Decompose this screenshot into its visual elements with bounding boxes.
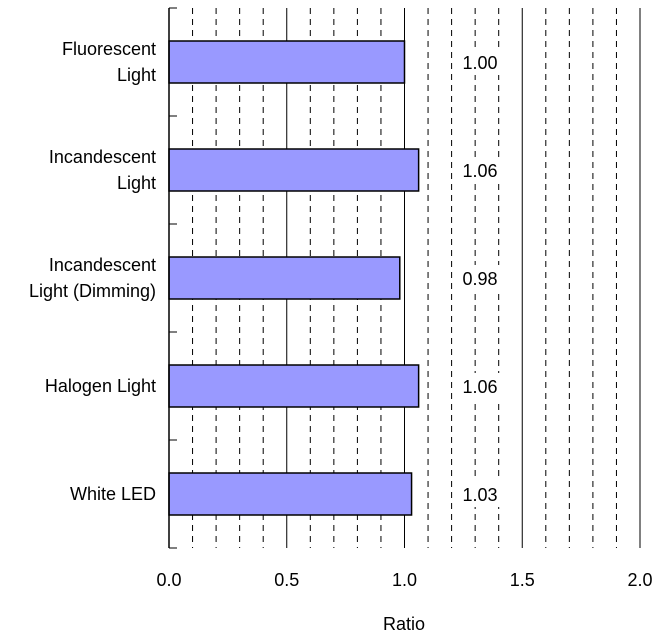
data-label: 0.98 (462, 269, 497, 289)
category-label: Incandescent Light (49, 147, 156, 193)
category-label-line: Halogen Light (45, 376, 156, 396)
x-tick-label: 1.5 (510, 570, 535, 590)
data-labels: 1.00 1.06 0.98 1.06 1.03 (454, 49, 506, 507)
data-label: 1.06 (462, 161, 497, 181)
x-tick-label: 1.0 (392, 570, 417, 590)
category-label: White LED (70, 484, 156, 504)
category-label-line: Light (Dimming) (29, 281, 156, 301)
bars (168, 40, 420, 516)
data-label-background (454, 49, 506, 75)
data-label: 1.06 (462, 377, 497, 397)
category-label-line: Incandescent (49, 255, 156, 275)
category-label: Fluorescent Light (62, 39, 156, 85)
x-tick-label: 2.0 (627, 570, 652, 590)
category-label-line: Fluorescent (62, 39, 156, 59)
bar (168, 364, 420, 408)
category-label-line: Light (117, 65, 156, 85)
data-label-background (454, 481, 506, 507)
x-tick-label: 0.5 (274, 570, 299, 590)
axes (168, 7, 177, 549)
category-label-line: White LED (70, 484, 156, 504)
category-label: Incandescent Light (Dimming) (29, 255, 156, 301)
data-label: 1.00 (462, 53, 497, 73)
data-label-background (454, 373, 506, 399)
bar (168, 472, 413, 516)
category-label: Halogen Light (45, 376, 156, 396)
data-label-background (454, 265, 506, 291)
x-axis-title: Ratio (383, 614, 425, 634)
bar (168, 148, 420, 192)
category-label-line: Light (117, 173, 156, 193)
x-tick-label: 0.0 (156, 570, 181, 590)
category-label-line: Incandescent (49, 147, 156, 167)
bar (168, 256, 401, 300)
bar (168, 40, 406, 84)
x-tick-labels: 0.0 0.5 1.0 1.5 2.0 (156, 570, 652, 590)
data-label: 1.03 (462, 485, 497, 505)
data-label-background (454, 157, 506, 183)
